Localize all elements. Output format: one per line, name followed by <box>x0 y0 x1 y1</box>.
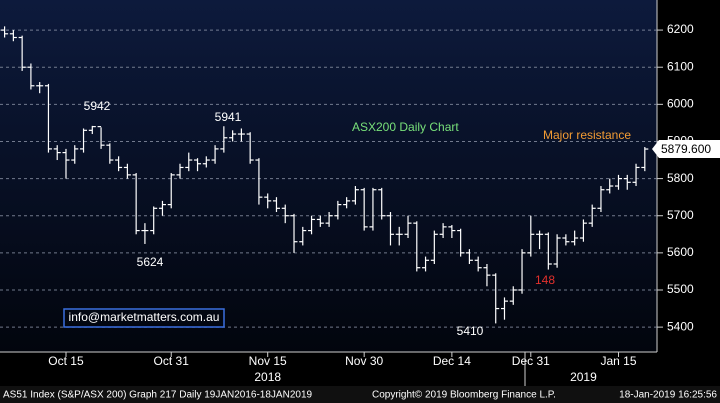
y-tick-label: 5600 <box>667 245 694 259</box>
x-tick-label: Oct 15 <box>48 354 84 368</box>
y-tick-label: 5400 <box>667 319 694 333</box>
y-tick-label: 6200 <box>667 22 694 36</box>
annotation: info@marketmatters.com.au <box>69 310 220 324</box>
y-tick-label: 5700 <box>667 208 694 222</box>
y-tick-label: 5500 <box>667 282 694 296</box>
x-tick-label: Nov 30 <box>345 354 383 368</box>
annotation: Major resistance <box>543 128 631 142</box>
annotation: 148 <box>535 273 555 287</box>
plot-area <box>0 0 657 352</box>
year-label: 2018 <box>254 370 281 384</box>
year-label: 2019 <box>570 370 597 384</box>
last-value-label: 5879.600 <box>661 142 711 156</box>
x-tick-label: Dec 14 <box>433 354 471 368</box>
footer-left: AS51 Index (S&P/ASX 200) Graph 217 Daily… <box>3 390 313 401</box>
y-tick-label: 6100 <box>667 59 694 73</box>
last-value-box <box>652 140 720 159</box>
annotation: 5624 <box>137 255 164 269</box>
x-tick-label: Oct 31 <box>154 354 190 368</box>
x-tick-label: Dec 31 <box>512 354 550 368</box>
x-tick-label: Nov 15 <box>249 354 287 368</box>
annotation: 5941 <box>215 110 242 124</box>
chart-title: ASX200 Daily Chart <box>352 120 459 134</box>
y-tick-label: 5800 <box>667 171 694 185</box>
annotation: 5942 <box>84 99 111 113</box>
footer-copyright: Copyright© 2019 Bloomberg Finance L.P. <box>372 390 556 401</box>
y-tick-label: 6000 <box>667 97 694 111</box>
footer-bar <box>0 386 720 403</box>
x-tick-label: Jan 15 <box>600 354 636 368</box>
annotation: 5410 <box>457 324 484 338</box>
footer-timestamp: 18-Jan-2019 16:25:56 <box>619 390 717 401</box>
email-box <box>63 308 225 328</box>
